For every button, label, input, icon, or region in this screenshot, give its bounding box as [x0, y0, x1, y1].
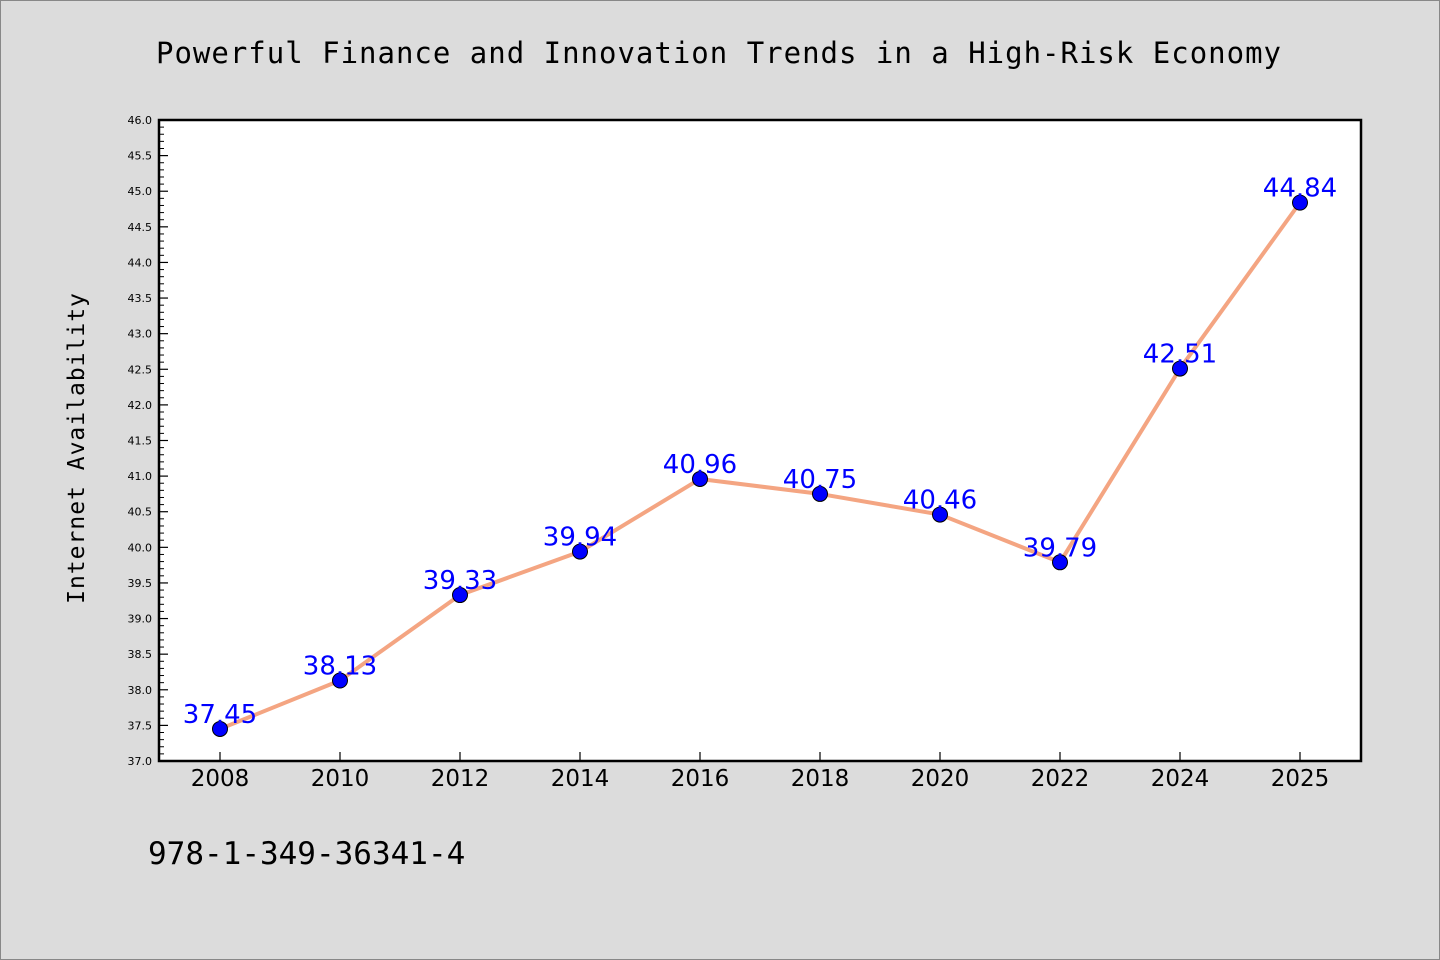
- data-point: [212, 720, 228, 737]
- x-tick-label: 2014: [551, 766, 610, 792]
- data-label: 38.13: [303, 652, 377, 682]
- x-tick-label: 2012: [431, 766, 490, 792]
- y-tick-label: 42.0: [128, 399, 153, 412]
- plot-area: [159, 120, 1361, 761]
- y-tick-label: 41.0: [128, 470, 153, 483]
- x-axis-ticks: 2008 2010 2012 2014 2016 2018 2020 2022 2024 2025: [191, 752, 1330, 792]
- y-tick-label: 42.5: [128, 363, 153, 376]
- data-point: [1052, 554, 1068, 571]
- data-label: 39.94: [543, 523, 617, 553]
- y-tick-label: 40.0: [128, 541, 153, 554]
- data-label: 40.96: [663, 450, 737, 480]
- y-tick-label: 39.0: [128, 613, 153, 626]
- data-label: 39.33: [423, 566, 497, 596]
- x-tick-label: 2018: [791, 766, 850, 792]
- data-point: [1292, 194, 1308, 211]
- x-tick-label: 2016: [671, 766, 730, 792]
- y-tick-label: 43.5: [128, 292, 153, 305]
- x-tick-label: 2022: [1031, 766, 1090, 792]
- x-tick-label: 2025: [1271, 766, 1330, 792]
- y-tick-label: 43.0: [128, 328, 153, 341]
- y-tick-label: 41.5: [128, 435, 153, 448]
- data-labels: 37.45 38.13 39.33 39.94 40.96 40.75 40.46 39.79…: [183, 174, 1337, 730]
- y-tick-label: 40.5: [128, 506, 153, 519]
- y-tick-label: 46.0: [128, 114, 153, 127]
- y-axis-label: Internet Availability: [64, 292, 90, 604]
- data-point: [1172, 360, 1188, 377]
- y-tick-label: 39.5: [128, 577, 153, 590]
- y-tick-label: 37.5: [128, 719, 153, 732]
- y-tick-label: 44.0: [128, 256, 153, 269]
- data-point: [932, 506, 948, 523]
- plot-border: [157, 118, 1363, 763]
- y-tick-label: 44.5: [128, 221, 153, 234]
- data-label: 40.75: [783, 465, 857, 495]
- x-tick-label: 2010: [311, 766, 370, 792]
- data-point: [332, 672, 348, 689]
- series-markers: [212, 194, 1308, 737]
- data-label: 37.45: [183, 700, 257, 730]
- y-axis-ticks: 37.0 37.5 38.0 38.5 39.0 39.5 40.0 40.5 41.0 41.5…: [128, 114, 168, 768]
- y-tick-label: 38.5: [128, 648, 153, 661]
- x-tick-label: 2020: [911, 766, 970, 792]
- data-point: [452, 587, 468, 604]
- x-tick-label: 2008: [191, 766, 250, 792]
- y-tick-label: 45.0: [128, 185, 153, 198]
- y-tick-label: 38.0: [128, 684, 153, 697]
- footer-isbn: 978-1-349-36341-4: [148, 836, 465, 872]
- data-point: [572, 543, 588, 560]
- y-tick-label: 45.5: [128, 150, 153, 163]
- data-label: 39.79: [1023, 533, 1097, 563]
- data-point: [812, 485, 828, 502]
- x-tick-label: 2024: [1151, 766, 1210, 792]
- chart-title: Powerful Finance and Innovation Trends i…: [156, 36, 1282, 70]
- data-point: [692, 470, 708, 487]
- series-line: [218, 200, 1302, 731]
- data-label: 42.51: [1143, 340, 1217, 370]
- y-tick-label: 37.0: [128, 755, 153, 768]
- data-label: 44.84: [1263, 174, 1337, 204]
- data-label: 40.46: [903, 486, 977, 516]
